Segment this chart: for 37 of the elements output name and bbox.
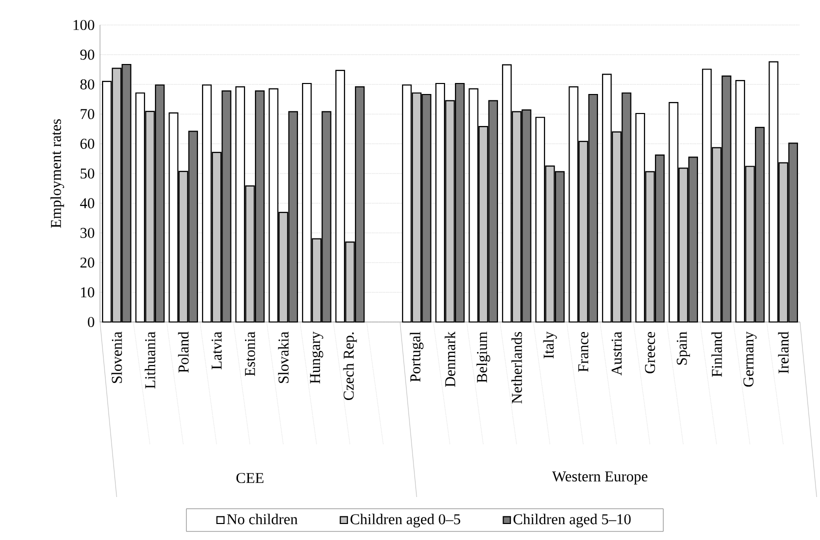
x-tick-label: Austria — [612, 332, 622, 376]
x-tick-label: Belgium — [476, 332, 490, 383]
text: CEE — [236, 472, 264, 484]
x-tick-label: France — [578, 332, 588, 372]
x-tick-label: Finland — [711, 332, 722, 377]
text: Western Europe — [552, 471, 648, 485]
y-tick-label: 0 — [88, 316, 94, 328]
legend-label: Children aged 0–5 — [350, 514, 460, 528]
x-tick-label: Slovenia — [111, 332, 122, 383]
x-tick-label: Denmark — [444, 331, 456, 387]
x-tick-label: Greece — [644, 332, 656, 374]
x-tick-label: Poland — [178, 332, 189, 373]
x-tick-label: Lithuania — [144, 332, 156, 388]
x-tick-label: Hungary — [310, 332, 324, 384]
legend-label: No children — [226, 514, 298, 524]
y-tick-label: 10 — [81, 287, 94, 298]
x-tick-label: Italy — [543, 332, 557, 358]
y-tick-label: 100 — [74, 20, 94, 30]
y-tick-label: 40 — [80, 198, 94, 208]
x-tick-label: Czech Rep. — [343, 332, 357, 400]
x-tick-label: Netherlands — [511, 332, 522, 404]
y-tick-label: 90 — [80, 50, 94, 60]
x-tick-label: Spain — [676, 332, 690, 365]
x-tick-label: Latvia — [212, 332, 222, 370]
x-tick-label: Germany — [743, 332, 757, 387]
y-tick-label: 70 — [80, 109, 94, 120]
x-tick-label: Ireland — [778, 332, 789, 374]
y-tick-label: 60 — [80, 138, 94, 149]
y-tick-label: 80 — [80, 79, 94, 90]
y-tick-label: 20 — [80, 258, 94, 268]
y-tick-label: 30 — [80, 228, 94, 238]
legend-label: Children aged 5–10 — [514, 514, 631, 528]
y-axis-title: Employment rates — [50, 119, 64, 228]
y-tick-label: 50 — [80, 168, 94, 179]
x-tick-label: Portugal — [410, 332, 424, 382]
x-tick-label: Slovakia — [278, 332, 289, 383]
x-tick-label: Estonia — [244, 332, 256, 376]
